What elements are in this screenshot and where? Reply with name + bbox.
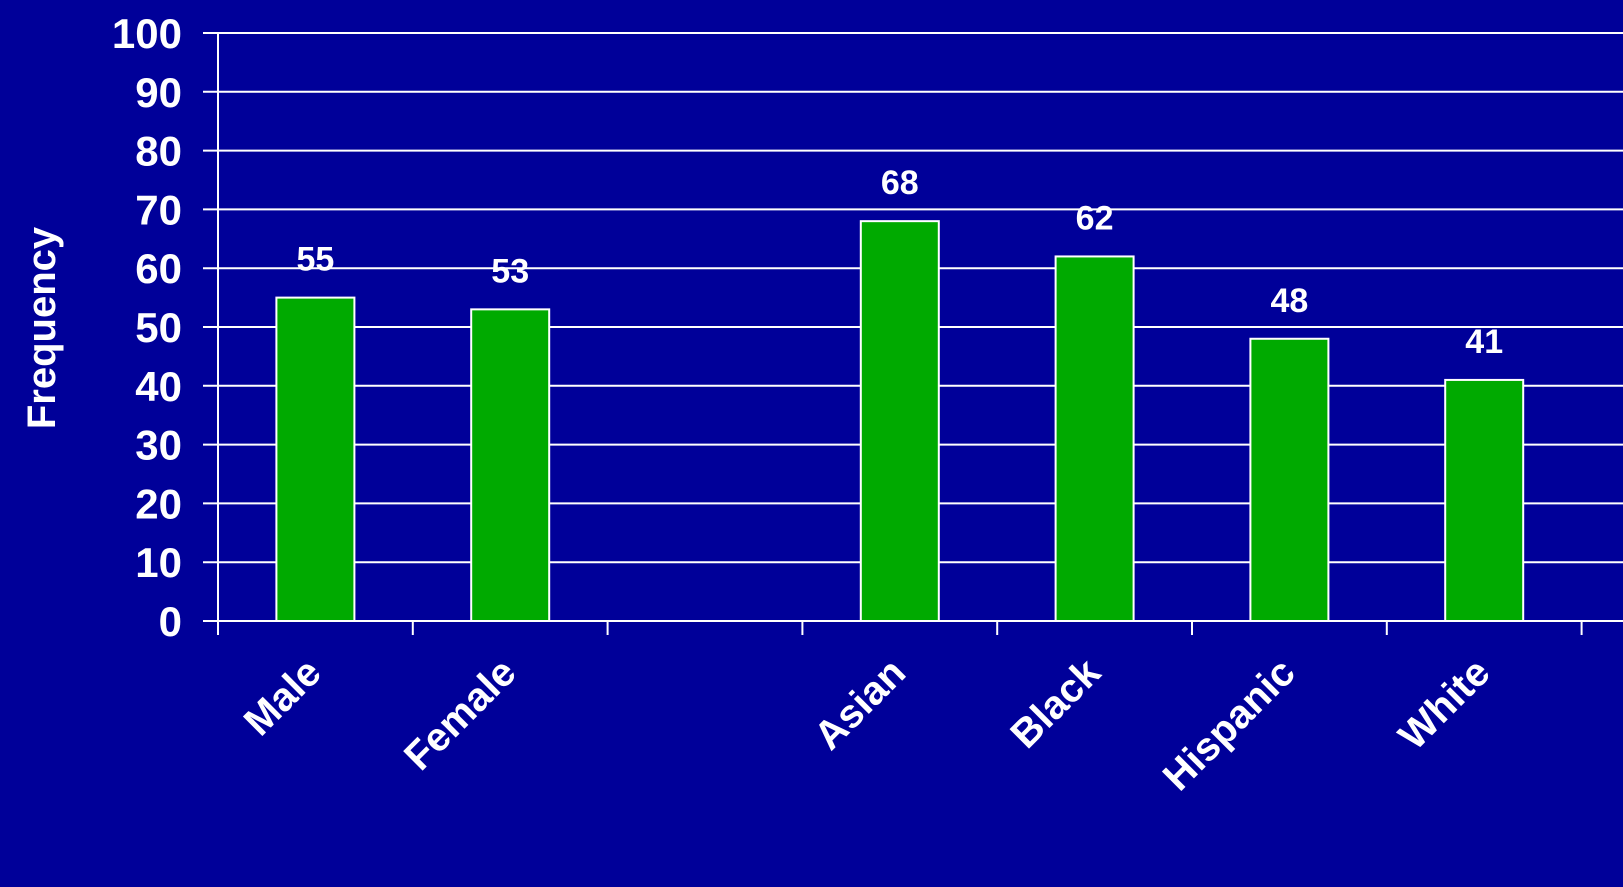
y-tick-label: 50 — [135, 304, 182, 351]
y-tick-label: 40 — [135, 363, 182, 410]
bar-male — [275, 296, 356, 622]
bar-asian — [859, 220, 940, 622]
y-tick-label: 80 — [135, 128, 182, 175]
y-tick-label: 10 — [135, 539, 182, 586]
data-label-male: 55 — [296, 241, 334, 279]
bar-hispanic — [1249, 337, 1330, 622]
bar-female — [470, 308, 551, 622]
bars — [275, 220, 1525, 623]
bar-white — [1444, 378, 1525, 623]
data-labels: 55 53 68 62 48 41 — [296, 164, 1503, 361]
y-tick-label: 100 — [112, 10, 182, 57]
y-tick-label: 90 — [135, 69, 182, 116]
y-tick-label: 30 — [135, 422, 182, 469]
data-label-female: 53 — [491, 252, 529, 290]
y-tick-label: 0 — [159, 598, 182, 645]
data-label-hispanic: 48 — [1270, 282, 1308, 320]
bar-black — [1054, 255, 1135, 622]
y-axis-title: Frequency — [20, 226, 64, 429]
y-tick-label: 60 — [135, 245, 182, 292]
data-label-asian: 68 — [881, 164, 919, 202]
data-label-white: 41 — [1465, 323, 1503, 361]
y-axis-ticks: 0 10 20 30 40 50 60 70 80 90 100 — [112, 10, 182, 645]
y-tick-label: 20 — [135, 480, 182, 527]
data-label-black: 62 — [1076, 199, 1114, 237]
y-tick-label: 70 — [135, 186, 182, 233]
